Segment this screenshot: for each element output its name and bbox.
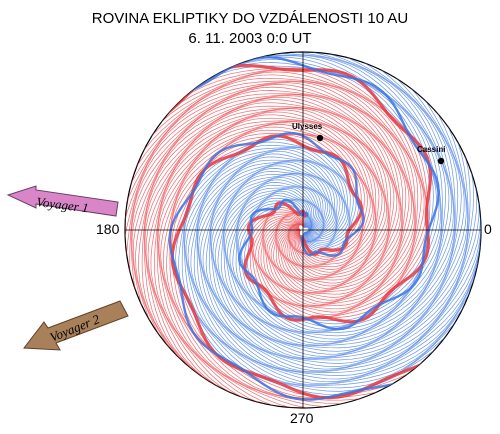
field-line	[193, 52, 481, 376]
field-line	[154, 117, 481, 408]
field-line	[158, 122, 481, 408]
field-line	[125, 81, 416, 408]
angle-label-0: 0	[484, 221, 492, 237]
field-line	[125, 52, 454, 345]
voyager-2-label: Voyager 2	[48, 311, 103, 345]
field-line	[125, 80, 416, 408]
field-line	[190, 52, 481, 380]
ulysses-label: Ulysses	[292, 122, 323, 131]
cassini-label: Cassini	[417, 145, 446, 154]
voyager-1-label: Voyager 1	[36, 194, 90, 215]
field-line	[170, 134, 481, 400]
voyager-1-arrow: Voyager 1	[6, 185, 119, 217]
field-line	[125, 52, 450, 340]
cassini-dot	[437, 157, 445, 165]
ulysses-dot	[316, 134, 324, 142]
angle-label-180: 180	[96, 221, 120, 237]
voyager-2-arrow: Voyager 2	[23, 300, 129, 351]
field-line	[196, 52, 481, 373]
field-line	[168, 131, 481, 401]
angle-label-270: 270	[290, 410, 314, 426]
field-line	[125, 86, 410, 408]
field-line	[156, 120, 481, 408]
field-line	[125, 52, 446, 337]
field-line	[125, 82, 414, 408]
field-line	[125, 84, 412, 408]
field-line	[125, 52, 455, 346]
diagram-date: 6. 11. 2003 0:0 UT	[188, 30, 312, 47]
diagram-title: ROVINA EKLIPTIKY DO VZDÁLENOSTI 10 AU	[91, 10, 409, 27]
field-line	[157, 121, 481, 408]
field-line	[187, 52, 481, 383]
field-line	[125, 52, 452, 343]
